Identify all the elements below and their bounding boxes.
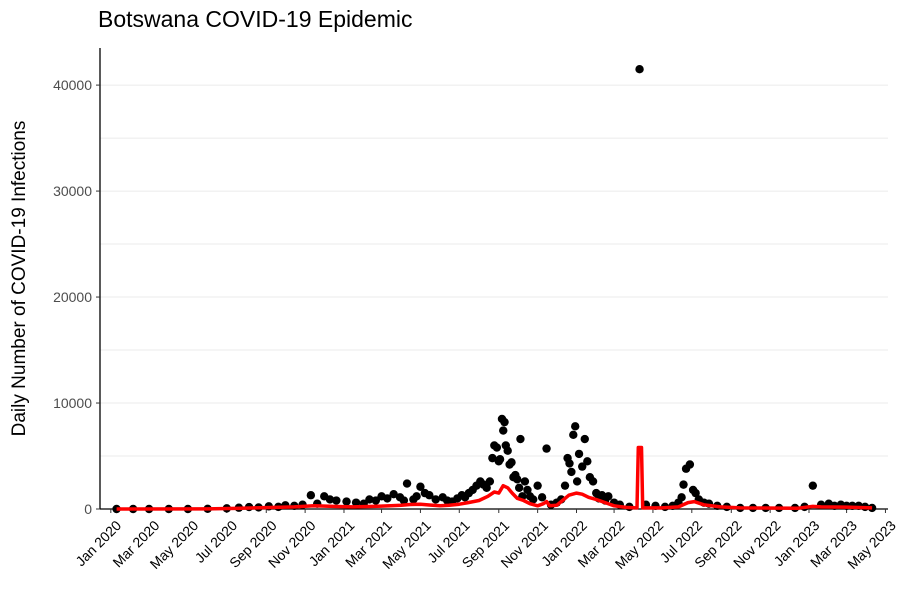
data-point [499,426,508,435]
data-point [588,477,598,486]
data-point [580,434,589,444]
y-tick-label: 30000 [53,183,92,199]
data-point [383,494,392,503]
data-point [533,481,542,490]
data-point [495,454,505,464]
data-point [574,449,584,459]
data-point [503,446,512,455]
data-point [425,491,434,500]
line-series [116,445,873,511]
data-point [528,495,538,504]
scatter-series [112,64,877,514]
data-point [431,495,440,504]
data-point [516,434,525,444]
data-point [677,493,686,502]
data-point [412,492,421,501]
data-point [691,488,700,498]
grid-lines [100,84,888,457]
data-point [565,459,574,468]
data-point [492,443,502,452]
data-point [572,477,582,486]
data-point [604,492,613,501]
data-point [325,495,335,504]
data-point [416,482,425,491]
data-point [306,491,316,500]
data-point [679,480,688,489]
data-point [402,479,412,488]
moving-average-line [116,445,873,511]
data-point [685,460,695,469]
data-point [513,475,522,484]
data-point [571,422,580,431]
data-point [112,504,121,514]
data-point [507,458,516,467]
data-point [583,457,592,466]
data-point [351,498,361,507]
data-point [635,64,644,74]
data-point [389,489,398,499]
data-point [520,477,530,486]
data-point [500,417,509,427]
data-point [399,496,409,505]
data-point [567,467,576,477]
data-point [578,462,587,471]
data-point [808,481,818,490]
data-point [365,495,374,504]
data-point [332,496,341,505]
data-point [560,481,570,490]
data-point [537,493,547,502]
y-tick-label: 10000 [53,395,92,411]
data-point [514,483,524,493]
y-tick-label: 0 [84,501,92,517]
data-point [485,477,495,486]
data-point [542,444,551,453]
y-tick-label: 40000 [53,77,92,93]
data-point [523,485,532,495]
y-axis-label: Daily Number of COVID-19 Infections [9,121,30,437]
chart-title: Botswana COVID-19 Epidemic [98,6,413,32]
data-point [371,496,381,505]
data-point [482,483,491,493]
data-point [569,430,578,440]
y-tick-label: 20000 [53,289,92,305]
data-point [488,453,497,463]
data-point [342,497,351,506]
